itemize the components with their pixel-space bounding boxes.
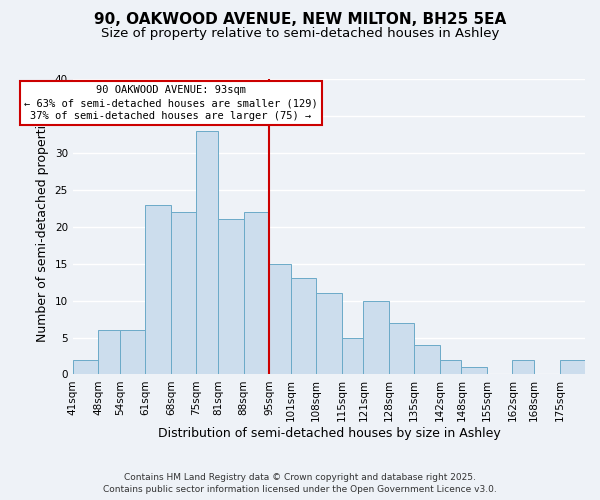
Text: 90 OAKWOOD AVENUE: 93sqm
← 63% of semi-detached houses are smaller (129)
37% of : 90 OAKWOOD AVENUE: 93sqm ← 63% of semi-d… [24, 85, 318, 122]
Bar [389, 323, 414, 374]
Bar [440, 360, 461, 374]
Bar [414, 345, 440, 374]
Bar [218, 220, 244, 374]
Text: Contains HM Land Registry data © Crown copyright and database right 2025.: Contains HM Land Registry data © Crown c… [124, 472, 476, 482]
Bar [98, 330, 120, 374]
Bar [461, 367, 487, 374]
Bar [120, 330, 145, 374]
Bar [364, 300, 389, 374]
Bar [196, 130, 218, 374]
Bar [560, 360, 585, 374]
Bar [244, 212, 269, 374]
Bar [512, 360, 534, 374]
Bar [291, 278, 316, 374]
Text: Contains public sector information licensed under the Open Government Licence v3: Contains public sector information licen… [103, 485, 497, 494]
Bar [341, 338, 364, 374]
Bar [316, 293, 341, 374]
Text: Size of property relative to semi-detached houses in Ashley: Size of property relative to semi-detach… [101, 28, 499, 40]
Bar [73, 360, 98, 374]
Bar [145, 204, 171, 374]
Y-axis label: Number of semi-detached properties: Number of semi-detached properties [36, 111, 49, 342]
Bar [269, 264, 291, 374]
Text: 90, OAKWOOD AVENUE, NEW MILTON, BH25 5EA: 90, OAKWOOD AVENUE, NEW MILTON, BH25 5EA [94, 12, 506, 28]
Bar [171, 212, 196, 374]
X-axis label: Distribution of semi-detached houses by size in Ashley: Distribution of semi-detached houses by … [158, 427, 500, 440]
